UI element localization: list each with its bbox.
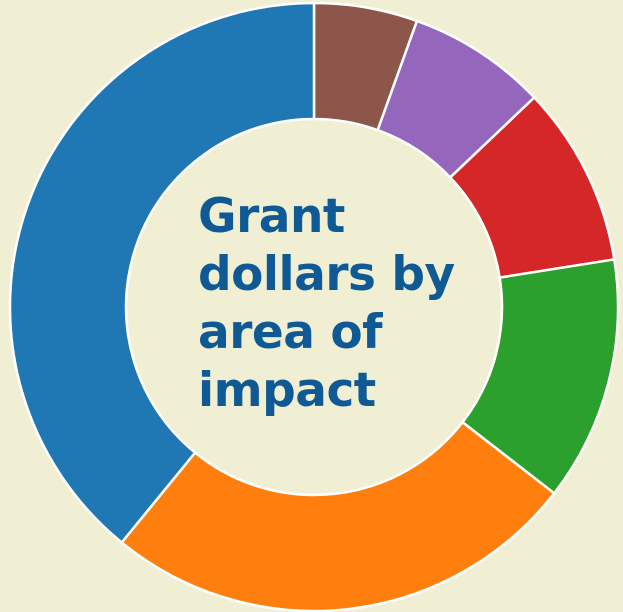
chart-title-line-3: area of	[198, 305, 383, 360]
donut-hole	[126, 119, 502, 495]
chart-title-line-1: Grant	[198, 189, 345, 244]
donut-slice-5	[120, 420, 556, 612]
chart-title-line-2: dollars by	[198, 247, 455, 302]
chart-title-line-4: impact	[198, 363, 376, 418]
slice-group	[8, 1, 620, 612]
donut-slice-6	[8, 1, 316, 544]
chart-title: Grant dollars by area of impact	[198, 188, 498, 420]
